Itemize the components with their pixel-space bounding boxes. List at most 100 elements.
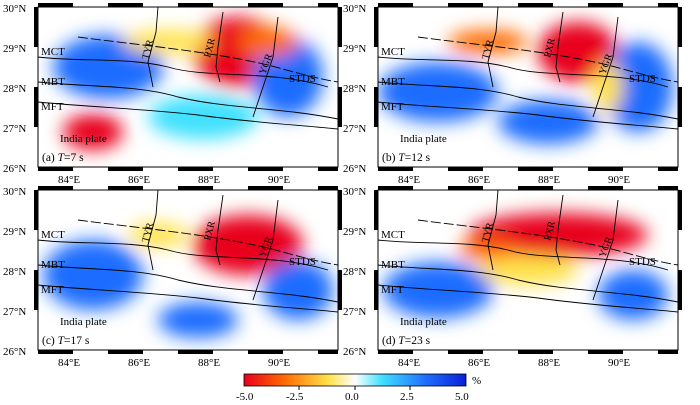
lon-tick-86-c: 86°E (128, 357, 150, 369)
lat-tick-27-c: 27°N (3, 306, 26, 318)
lat-tick-30-c: 30°N (3, 186, 26, 198)
frame-bar-h (38, 167, 73, 171)
frame-bar-h (318, 167, 338, 171)
frame-bar-h (588, 350, 623, 354)
frame-bar-v (34, 7, 38, 47)
lon-tick-90-c: 90°E (268, 357, 290, 369)
frame-bar-h (518, 186, 553, 190)
lon-tick-84-a: 84°E (58, 174, 80, 186)
label-pxr-a: PXR (202, 37, 218, 59)
lon-tick-84-d: 84°E (398, 357, 420, 369)
frame-bar-h (518, 3, 553, 7)
frame-bar-h (178, 186, 213, 190)
label-mbt-a: MBT (41, 76, 65, 88)
colorbar-tick-2: 0.0 (345, 391, 359, 403)
lat-tick-26-d: 26°N (343, 346, 366, 358)
panel-labels: 30°N 29°N 28°N 27°N 26°N 84°E 86°E 88°E … (3, 3, 656, 369)
frame-bar-v (338, 190, 342, 230)
colorbar-tick-3: 2.5 (400, 391, 414, 403)
label-stds-a: STDS (289, 73, 316, 85)
frame-bar-v (678, 270, 682, 310)
lat-tick-27-a: 27°N (3, 123, 26, 135)
lat-tick-30-b: 30°N (343, 3, 366, 15)
label-stds-b: STDS (629, 73, 656, 85)
lon-tick-90-a: 90°E (268, 174, 290, 186)
frame-bar-h (178, 3, 213, 7)
lat-tick-28-a: 28°N (3, 83, 26, 95)
label-india-plate-d: India plate (400, 316, 447, 328)
frame-bar-h (378, 3, 413, 7)
label-mft-d: MFT (381, 284, 404, 296)
label-india-plate-b: India plate (400, 133, 447, 145)
lon-tick-84-b: 84°E (398, 174, 420, 186)
label-pxr-b: PXR (542, 37, 558, 59)
frame-bar-h (108, 167, 143, 171)
lat-tick-29-a: 29°N (3, 43, 26, 55)
frame-bar-h (38, 186, 73, 190)
panel-caption-a: (a) T=7 s (42, 152, 84, 164)
frame-bar-v (34, 190, 38, 230)
panel-b (377, 6, 679, 168)
label-stds-c: STDS (289, 256, 316, 268)
label-pxr-d: PXR (542, 220, 558, 242)
frame-bar-v (338, 7, 342, 47)
label-mbt-c: MBT (41, 259, 65, 271)
label-mct-b: MCT (381, 46, 405, 58)
frame-bar-h (38, 350, 73, 354)
frame-bar-h (588, 167, 623, 171)
frame-bar-h (658, 186, 678, 190)
frame-bar-v (338, 270, 342, 310)
label-tyr-a: TYR (140, 38, 156, 60)
frame-bar-v (678, 7, 682, 47)
lon-tick-88-d: 88°E (538, 357, 560, 369)
lat-tick-30-d: 30°N (343, 186, 366, 198)
fault-lines (377, 6, 679, 130)
frame-bar-h (658, 3, 678, 7)
frame-bar-v (338, 87, 342, 127)
lat-tick-29-d: 29°N (343, 226, 366, 238)
frame-bar-h (518, 350, 553, 354)
frame-bar-h (378, 350, 413, 354)
label-mbt-d: MBT (381, 259, 405, 271)
velocity-anomaly-map (378, 22, 673, 162)
lat-tick-27-d: 27°N (343, 306, 366, 318)
frame-bar-v (374, 7, 378, 47)
frame-bar-h (658, 350, 678, 354)
label-pxr-c: PXR (202, 220, 218, 242)
colorbar: % -5.0 -2.5 0.0 2.5 5.0 (236, 373, 481, 403)
frame-bar-h (248, 167, 283, 171)
label-tyr-c: TYR (140, 221, 156, 243)
colorbar-unit: % (472, 375, 481, 387)
frame-bar-h (448, 3, 483, 7)
frame-bar-v (374, 87, 378, 127)
panel-a (37, 6, 339, 168)
frame-bar-v (374, 190, 378, 230)
frame-bar-h (318, 186, 338, 190)
frame-bar-h (178, 350, 213, 354)
frame-bar-h (318, 350, 338, 354)
panel-caption-d: (d) T=23 s (382, 335, 431, 347)
frame-bar-h (448, 186, 483, 190)
fault-lines (37, 6, 339, 130)
colorbar-tick-0: -5.0 (236, 391, 254, 403)
frame-bar-v (678, 87, 682, 127)
velocity-anomaly-map (378, 213, 668, 345)
lat-tick-26-c: 26°N (3, 346, 26, 358)
frame-bar-h (448, 167, 483, 171)
label-mct-d: MCT (381, 229, 405, 241)
lat-tick-28-b: 28°N (343, 83, 366, 95)
frame-bar-h (378, 167, 413, 171)
lon-tick-86-b: 86°E (468, 174, 490, 186)
frame-bar-h (518, 167, 553, 171)
frame-bar-v (374, 270, 378, 310)
lon-tick-90-d: 90°E (608, 357, 630, 369)
lon-tick-88-b: 88°E (538, 174, 560, 186)
frame-bar-h (248, 3, 283, 7)
frame-bar-h (108, 350, 143, 354)
frame-bar-h (658, 167, 678, 171)
lon-tick-86-d: 86°E (468, 357, 490, 369)
frame-bar-v (34, 87, 38, 127)
label-india-plate-c: India plate (60, 316, 107, 328)
lat-tick-29-c: 29°N (3, 226, 26, 238)
